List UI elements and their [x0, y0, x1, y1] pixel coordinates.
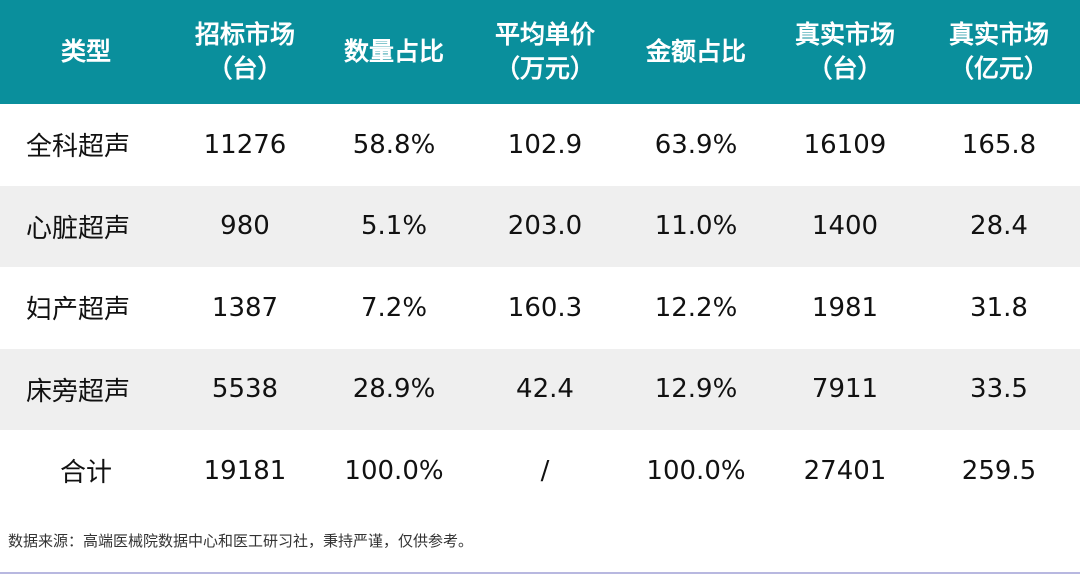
header-type: 类型 [60, 37, 111, 66]
avg-price-cell: 203.0 [507, 211, 583, 242]
table-total-row: 合计 19181 100.0% / 100.0% 27401 259.5 [0, 430, 1080, 512]
header-real-market-units: 真实市场 （台） [794, 20, 895, 83]
row-type-cell: 全科超声 [26, 132, 131, 163]
amount-share-cell: 11.0% [654, 211, 738, 242]
header-quantity-share: 数量占比 [343, 37, 444, 66]
tender-units-cell: 19181 [203, 455, 287, 486]
row-type-cell: 合计 [59, 458, 112, 489]
amount-share-cell: 63.9% [654, 129, 738, 160]
table-row: 床旁超声 5538 28.9% 42.4 12.9% 7911 33.5 [0, 348, 1080, 430]
avg-price-cell: 160.3 [507, 292, 583, 323]
avg-price-cell: 102.9 [507, 129, 583, 160]
header-real-market-value: 真实市场 （亿元） [948, 20, 1049, 83]
bottom-divider [0, 572, 1080, 574]
tender-units-cell: 5538 [211, 374, 279, 405]
avg-price-cell: / [540, 455, 550, 486]
table-row: 妇产超声 1387 7.2% 160.3 12.2% 1981 31.8 [0, 267, 1080, 349]
tender-units-cell: 11276 [203, 129, 287, 160]
table-row: 全科超声 11276 58.8% 102.9 63.9% 16109 165.8 [0, 104, 1080, 186]
row-type-cell: 妇产超声 [26, 295, 131, 326]
quantity-share-cell: 7.2% [360, 292, 428, 323]
table-header: 类型 招标市场 （台） 数量占比 平均单价 （万元） 金额占比 真实市场 （台）… [0, 0, 1080, 104]
header-tender-market-units: 招标市场 （台） [194, 20, 295, 83]
market-table: 类型 招标市场 （台） 数量占比 平均单价 （万元） 金额占比 真实市场 （台）… [0, 0, 1080, 512]
quantity-share-cell: 58.8% [352, 129, 436, 160]
quantity-share-cell: 5.1% [360, 211, 428, 242]
table-row: 心脏超声 980 5.1% 203.0 11.0% 1400 28.4 [0, 185, 1080, 267]
real-units-cell: 1400 [811, 211, 879, 242]
row-type-cell: 心脏超声 [26, 213, 131, 244]
real-units-cell: 16109 [803, 129, 887, 160]
real-units-cell: 1981 [811, 292, 879, 323]
row-type-cell: 床旁超声 [26, 376, 131, 407]
amount-share-cell: 12.2% [654, 292, 738, 323]
real-value-cell: 31.8 [970, 292, 1028, 323]
avg-price-cell: 42.4 [516, 374, 574, 405]
quantity-share-cell: 100.0% [344, 455, 444, 486]
real-units-cell: 7911 [811, 374, 879, 405]
quantity-share-cell: 28.9% [352, 374, 436, 405]
real-value-cell: 28.4 [970, 211, 1028, 242]
real-value-cell: 165.8 [961, 129, 1037, 160]
tender-units-cell: 1387 [211, 292, 279, 323]
amount-share-cell: 100.0% [646, 455, 746, 486]
real-value-cell: 33.5 [970, 374, 1028, 405]
header-avg-unit-price: 平均单价 （万元） [494, 20, 595, 83]
header-amount-share: 金额占比 [645, 37, 746, 66]
real-value-cell: 259.5 [961, 455, 1037, 486]
real-units-cell: 27401 [803, 455, 887, 486]
tender-units-cell: 980 [220, 211, 270, 242]
source-note: 数据来源：高端医械院数据中心和医工研习社，秉持严谨，仅供参考。 [8, 532, 474, 550]
amount-share-cell: 12.9% [654, 374, 738, 405]
footer: 数据来源：高端医械院数据中心和医工研习社，秉持严谨，仅供参考。 [0, 512, 1080, 574]
